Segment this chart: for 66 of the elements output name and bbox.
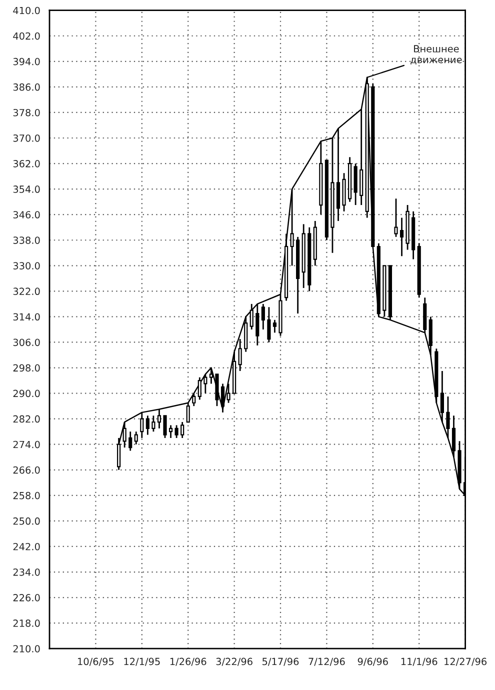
y-tick-label: 234.0 [13, 568, 40, 576]
candlestick [226, 383, 230, 404]
candlestick [394, 198, 398, 238]
candlestick [128, 430, 132, 452]
y-tick-label: 330.0 [13, 262, 40, 270]
candlestick [261, 303, 265, 330]
candlestick [440, 370, 444, 423]
y-tick-label: 362.0 [13, 160, 40, 168]
candlestick [122, 421, 126, 448]
y-tick-label: 410.0 [13, 6, 40, 14]
candlestick [168, 424, 173, 439]
candlestick [174, 424, 178, 439]
candlestick [186, 402, 190, 423]
y-tick-label: 242.0 [13, 542, 40, 550]
x-tick-label: 9/6/96 [358, 658, 388, 666]
x-tick-label: 12/27/96 [444, 658, 487, 666]
y-tick-label: 218.0 [13, 620, 40, 627]
candlestick [180, 421, 184, 439]
candlestick [209, 367, 213, 384]
candlestick [220, 383, 225, 414]
y-tick-label: 226.0 [13, 594, 40, 602]
y-tick-label: 378.0 [13, 108, 40, 116]
y-tick-label: 306.0 [13, 338, 40, 346]
y-tick-label: 274.0 [13, 440, 40, 448]
candlestick [272, 319, 277, 334]
x-tick-label: 1/26/96 [170, 658, 206, 666]
y-tick-label: 322.0 [13, 288, 40, 296]
y-tick-label: 354.0 [13, 186, 40, 193]
y-tick-label: 290.0 [13, 390, 40, 398]
candlestick [400, 217, 404, 257]
candlestick [146, 414, 150, 436]
y-tick-label: 338.0 [13, 236, 40, 244]
candlestick [446, 396, 450, 439]
x-tick-label: 12/1/95 [124, 658, 160, 666]
candlestick [134, 430, 138, 446]
y-tick-label: 314.0 [13, 313, 40, 321]
y-tick-label: 210.0 [13, 645, 40, 652]
y-tick-label: 402.0 [13, 32, 40, 40]
y-tick-label: 370.0 [13, 134, 40, 142]
candlestick [152, 414, 156, 432]
x-tick-label: 7/12/96 [308, 658, 345, 666]
x-tick-label: 5/17/96 [262, 658, 299, 666]
candlestick [452, 414, 456, 458]
candlestick [204, 373, 208, 394]
x-tick-label: 11/1/96 [401, 658, 438, 666]
candlestick [163, 414, 167, 439]
y-tick-label: 282.0 [13, 415, 40, 423]
x-tick-label: 3/22/96 [216, 658, 252, 666]
y-tick-label: 266.0 [13, 466, 40, 474]
candlestick [157, 408, 162, 430]
candlestick [140, 412, 144, 439]
y-tick-label: 386.0 [13, 83, 40, 91]
x-tick-label: 10/6/95 [78, 658, 114, 666]
candlestick [192, 392, 196, 407]
y-tick-label: 394.0 [13, 58, 40, 66]
y-tick-label: 346.0 [13, 211, 40, 218]
candlestick [198, 376, 202, 400]
candlestick [256, 303, 260, 346]
candlestick [267, 306, 271, 343]
y-tick-label: 298.0 [13, 364, 40, 372]
y-tick-label: 258.0 [13, 492, 40, 500]
annotation: Внешнее движение [410, 45, 462, 64]
candlestick [290, 188, 294, 266]
candlestick [250, 303, 254, 330]
candlestick [238, 338, 242, 372]
y-tick-label: 250.0 [13, 517, 40, 525]
